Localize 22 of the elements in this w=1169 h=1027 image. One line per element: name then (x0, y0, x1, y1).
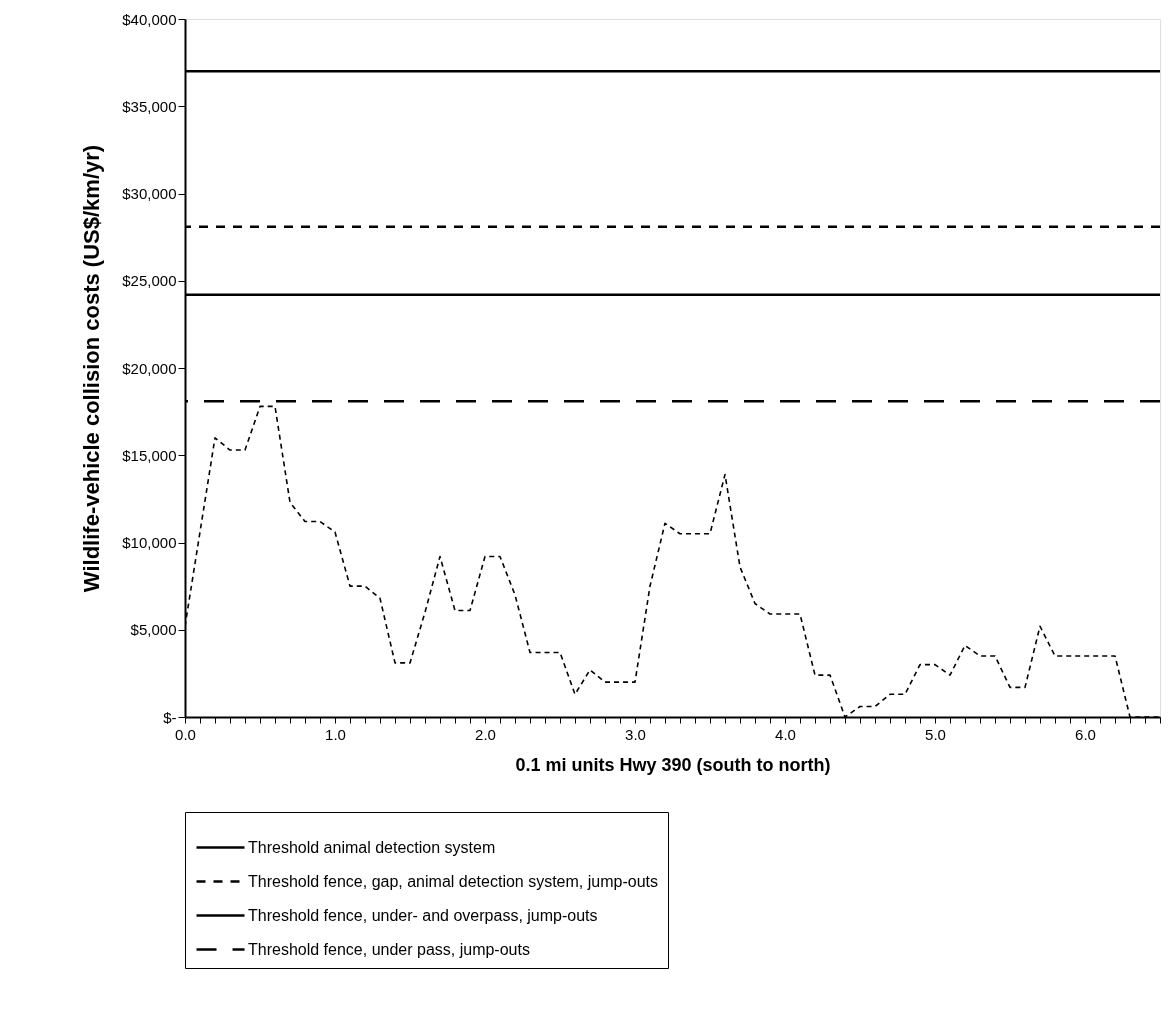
legend-label: Threshold fence, under- and overpass, jump-outs (248, 906, 598, 924)
y-tick-label: $30,000 (122, 185, 177, 202)
x-tick-label: 1.0 (325, 725, 346, 743)
y-tick-label: $35,000 (122, 97, 177, 115)
y-tick-label: $40,000 (122, 10, 177, 28)
x-tick-label: 5.0 (925, 725, 946, 743)
y-tick-label: $15,000 (122, 446, 177, 464)
y-tick-label: $5,000 (130, 621, 177, 639)
y-tick-label: $20,000 (122, 359, 177, 377)
y-tick-label: $10,000 (122, 534, 177, 551)
x-tick-label: 6.0 (1075, 725, 1096, 743)
x-tick-label: 3.0 (625, 725, 646, 743)
x-axis-title: 0.1 mi units Hwy 390 (south to north) (515, 754, 831, 775)
y-axis-title: Wildlife-vehicle collision costs (US$/km/yr) (79, 144, 105, 593)
legend-label: Threshold fence, gap, animal detection system, jump-outs (248, 872, 658, 890)
legend-label: Threshold animal detection system (248, 838, 496, 856)
x-tick-label: 0.0 (175, 725, 196, 743)
y-tick-label: $- (163, 708, 177, 726)
y-tick-label: $25,000 (122, 272, 177, 290)
x-tick-label: 2.0 (475, 725, 496, 743)
x-tick-label: 4.0 (775, 725, 796, 743)
legend-label: Threshold fence, under pass, jump-outs (248, 940, 530, 958)
